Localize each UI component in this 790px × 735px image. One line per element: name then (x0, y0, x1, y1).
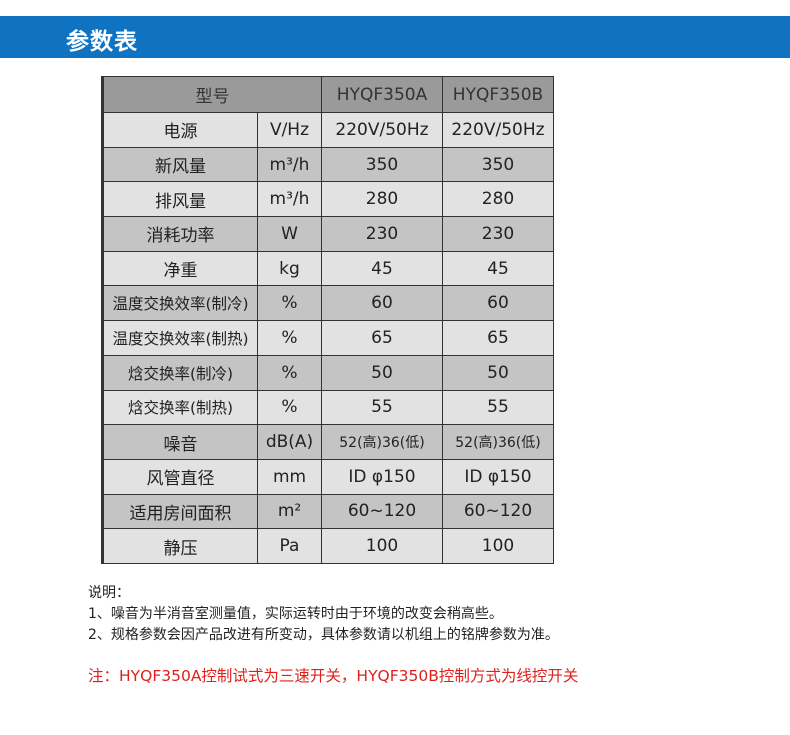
value-a: 55 (321, 389, 443, 426)
value-b: 60 (442, 285, 554, 322)
value-b: 230 (442, 216, 554, 252)
value-b: 60~120 (442, 493, 554, 530)
value-b: 55 (442, 389, 554, 426)
param-unit: % (257, 285, 322, 322)
value-b: 350 (442, 146, 554, 183)
table-header-row: 型号 HYQF350A HYQF350B (102, 76, 554, 113)
note-item: 2、规格参数会因产品改进有所变动，具体参数请以机组上的铭牌参数为准。 (88, 627, 559, 643)
value-a: 45 (321, 250, 443, 287)
table-row: 温度交换效率(制热)% 65 65 (102, 320, 554, 356)
value-b: 280 (442, 181, 554, 218)
param-unit: W (257, 216, 322, 252)
table-row: 净重 kg 45 45 (102, 250, 554, 287)
model-b: HYQF350B (442, 76, 554, 113)
param-unit: kg (257, 250, 322, 287)
table-row: 风管直径 mm ID φ150 ID φ150 (102, 458, 554, 495)
value-a: ID φ150 (321, 458, 443, 495)
table-row: 温度交换效率(制冷)% 60 60 (102, 285, 554, 322)
param-unit: Pa (257, 528, 322, 564)
value-b: ID φ150 (442, 458, 554, 495)
param-unit: % (257, 389, 322, 426)
model-label: 型号 (102, 76, 322, 113)
param-unit: % (257, 354, 322, 391)
param-name: 消耗功率 (102, 216, 258, 252)
param-name: 适用房间面积 (102, 493, 258, 530)
model-a: HYQF350A (321, 76, 443, 113)
value-b: 100 (442, 528, 554, 564)
table-row: 焓交换率(制冷)% 50 50 (102, 354, 554, 391)
table-row: 适用房间面积 m² 60~120 60~120 (102, 493, 554, 530)
note-item: 1、噪音为半消音室测量值，实际运转时由于环境的改变会稍高些。 (88, 606, 503, 622)
param-name: 排风量 (102, 181, 258, 218)
param-name: 温度交换效率(制热) (102, 320, 258, 356)
param-name: 净重 (102, 250, 258, 287)
value-b: 65 (442, 320, 554, 356)
param-unit: dB(A) (257, 424, 322, 460)
param-name: 温度交换效率(制冷) (102, 285, 258, 322)
notes: 说明： 1、噪音为半消音室测量值，实际运转时由于环境的改变会稍高些。 2、规格参… (88, 583, 559, 646)
value-a: 60~120 (321, 493, 443, 530)
value-a: 50 (321, 354, 443, 391)
value-a: 100 (321, 528, 443, 564)
param-name: 新风量 (102, 146, 258, 183)
value-a: 65 (321, 320, 443, 356)
table-row: 新风量 m³/h 350 350 (102, 146, 554, 183)
value-b: 45 (442, 250, 554, 287)
value-b: 220V/50Hz (442, 112, 554, 148)
value-a: 350 (321, 146, 443, 183)
table-row: 电源 V/Hz 220V/50Hz 220V/50Hz (102, 112, 554, 148)
notes-title: 说明： (88, 585, 130, 601)
param-unit: m³/h (257, 146, 322, 183)
value-b: 52(高)36(低) (442, 424, 554, 460)
value-a: 280 (321, 181, 443, 218)
param-name: 噪音 (102, 424, 258, 460)
param-unit: V/Hz (257, 112, 322, 148)
param-unit: mm (257, 458, 322, 495)
param-name: 风管直径 (102, 458, 258, 495)
param-name: 电源 (102, 112, 258, 148)
value-a: 220V/50Hz (321, 112, 443, 148)
param-unit: m³/h (257, 181, 322, 218)
table-row: 排风量 m³/h 280 280 (102, 181, 554, 218)
value-a: 60 (321, 285, 443, 322)
value-a: 52(高)36(低) (321, 424, 443, 460)
table-row: 噪音 dB(A) 52(高)36(低) 52(高)36(低) (102, 424, 554, 460)
param-unit: m² (257, 493, 322, 530)
page-title: 参数表 (66, 29, 138, 55)
value-b: 50 (442, 354, 554, 391)
param-name: 焓交换率(制热) (102, 389, 258, 426)
spec-table: 型号 HYQF350A HYQF350B 电源 V/Hz 220V/50Hz 220V… (101, 76, 554, 564)
control-note: 注：HYQF350A控制试式为三速开关，HYQF350B控制方式为线控开关 (88, 667, 579, 685)
param-unit: % (257, 320, 322, 356)
value-a: 230 (321, 216, 443, 252)
table-row: 消耗功率 W 230 230 (102, 216, 554, 252)
table-row: 焓交换率(制热)% 55 55 (102, 389, 554, 426)
table-row: 静压 Pa 100 100 (102, 528, 554, 564)
param-name: 静压 (102, 528, 258, 564)
param-name: 焓交换率(制冷) (102, 354, 258, 391)
title-banner: 参数表 (0, 16, 790, 58)
